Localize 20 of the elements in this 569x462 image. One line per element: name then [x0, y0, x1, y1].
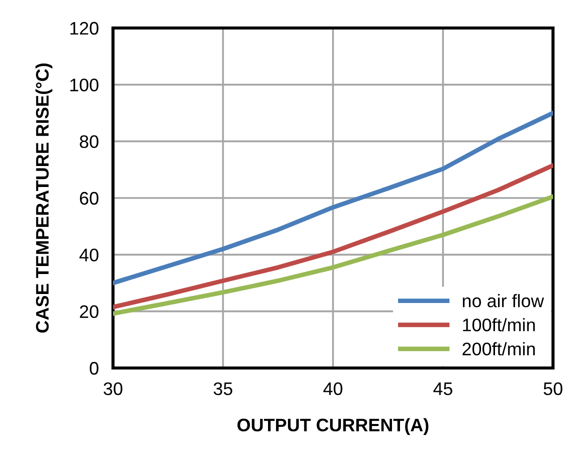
x-tick-label: 40 [323, 382, 342, 396]
y-tick-label: 100 [70, 78, 98, 92]
x-tick-label: 35 [214, 382, 232, 396]
y-tick-label: 120 [70, 22, 98, 35]
x-axis-title: OUTPUT CURRENT(A) [237, 418, 428, 435]
line-series [113, 110, 553, 286]
x-tick-label: 50 [544, 382, 562, 396]
y-axis-title: CASE TEMPERATURE RISE(°C) [35, 64, 52, 333]
y-tick-label: 0 [90, 362, 98, 375]
x-tick-label: 45 [433, 382, 452, 396]
y-tick-label: 20 [80, 305, 98, 318]
legend-label: 100ft/min [463, 318, 535, 332]
y-tick-label: 40 [79, 248, 98, 262]
y-tick-label: 60 [80, 192, 98, 205]
line-series [113, 194, 553, 316]
y-tick-label: 80 [80, 135, 98, 148]
legend-label: 200ft/min [462, 342, 535, 356]
x-tick-label: 30 [104, 382, 122, 396]
line-series [113, 163, 553, 310]
legend-label: no air flow [462, 294, 544, 308]
